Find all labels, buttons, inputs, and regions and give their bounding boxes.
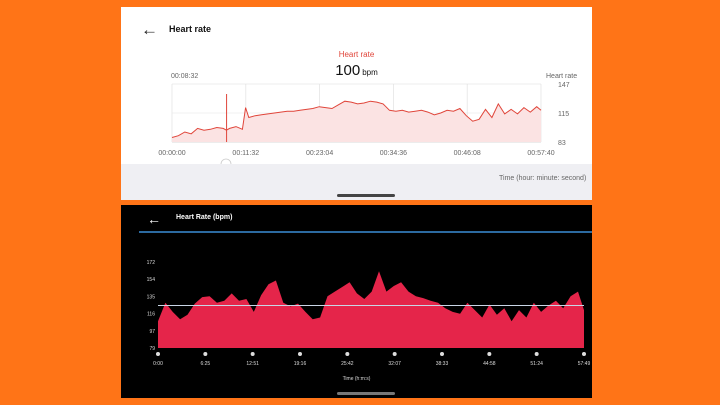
arrow-left-icon[interactable]: ← [141,20,158,39]
y-tick-label: 116 [147,312,155,318]
x-tick-label: 00:11:32 [232,150,259,157]
x-tick-dot [534,352,539,356]
x-tick-label: 00:57:40 [527,150,554,157]
heart-rate-chart: 172 154 135 116 97 79 0:00 6:25 12:51 19:16 25:42 3… [139,231,592,367]
x-tick-label: 12:51 [246,361,259,367]
page-title: Heart Rate (bpm) [176,214,233,221]
series-line [171,100,542,138]
x-tick-label: 00:23:04 [306,150,333,157]
series-area [158,271,584,348]
x-tick-dot [298,352,302,356]
x-tick-label: 51:24 [530,361,543,367]
y-tick-label: 83 [558,140,566,147]
home-indicator[interactable] [337,194,395,197]
x-tick-label: 19:16 [294,361,307,367]
x-axis-title: Time (h:m:s) [342,376,371,382]
heart-rate-label: Heart rate [338,50,375,59]
x-axis-footer: Time (hour: minute: second) [499,175,587,182]
page-title: Heart rate [169,24,212,34]
x-tick-label: 00:00:00 [158,150,185,157]
x-tick-label: 6:25 [200,361,210,367]
y-tick-label: 97 [149,329,155,335]
x-tick-dot [250,352,255,356]
x-tick-dot [156,352,160,356]
y-tick-label: 172 [147,260,156,266]
heart-rate-unit: bpm [362,68,378,77]
x-tick-label: 25:42 [341,361,354,367]
x-tick-label: 32:07 [388,361,401,367]
series-area [172,101,541,142]
arrow-left-icon[interactable]: ← [147,211,161,227]
y-axis-title: Heart rate [546,73,578,80]
x-tick-label: 00:34:36 [380,150,407,157]
y-tick-label: 79 [149,346,155,352]
y-tick-label: 154 [147,277,156,283]
x-tick-label: 38:33 [436,361,449,367]
x-tick-dot [345,352,350,356]
y-tick-label: 147 [558,82,570,89]
y-tick-label: 115 [558,111,569,118]
x-tick-dot [582,352,586,356]
x-tick-dot [440,352,444,356]
x-tick-dot [203,352,208,356]
home-indicator[interactable] [337,392,395,395]
x-tick-dot [487,352,492,356]
cursor-time: 00:08:32 [171,73,199,80]
heart-rate-chart: 00:00:00 00:11:32 00:23:04 00:34:36 00:46:08… [158,82,570,170]
x-tick-label: 57:49 [578,361,591,367]
y-tick-label: 135 [147,294,156,300]
top-screenshot-panel: ← Heart rate Heart rate 100 bpm 00:08:32 … [121,7,592,200]
x-tick-dot [392,352,397,356]
heart-rate-value: 100 [335,62,361,79]
x-tick-label: 44:58 [483,361,496,367]
x-tick-label: 00:46:08 [454,150,481,157]
x-tick-label: 0:00 [153,361,163,367]
bottom-screenshot-panel: ← Heart Rate (bpm) 172 154 135 116 97 79 0:00 6… [121,205,592,398]
heart-rate-readout: 100 bpm [121,62,592,79]
